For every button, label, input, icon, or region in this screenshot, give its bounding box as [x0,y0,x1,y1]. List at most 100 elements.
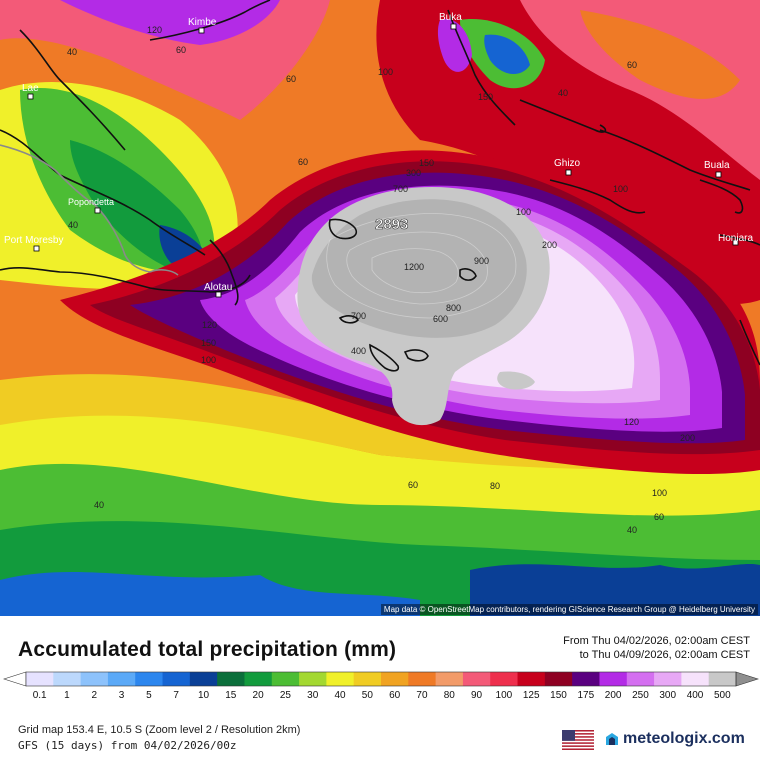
legend-low-arrow [3,671,27,687]
legend-swatch [353,672,382,686]
legend-swatch [326,672,355,686]
legend-tick-label: 0.1 [33,690,47,701]
city-alotau[interactable]: Alotau [204,282,232,298]
legend-tick-label: 250 [632,690,649,701]
city-label: Buka [439,12,462,23]
contour-label: 40 [558,88,568,98]
contour-label: 300 [406,168,421,178]
contour-label: 40 [94,500,104,510]
city-honiara[interactable]: Honiara [718,233,753,246]
legend-tick-label: 175 [577,690,594,701]
contour-label: 900 [474,256,489,266]
legend-tick-label: 80 [444,690,456,701]
city-markers: Kimbe Buka Lae Ghizo Buala Popondetta Ho… [4,12,753,298]
contour-label: 60 [176,45,186,55]
legend-swatch [599,672,628,686]
legend-tick-label: 70 [416,690,428,701]
legend-tick-label: 5 [146,690,152,701]
max-value-label: 2893 [375,216,408,233]
legend-swatch [135,672,164,686]
contour-label: 60 [286,74,296,84]
city-label: Alotau [204,282,232,293]
city-buala[interactable]: Buala [704,160,730,178]
contour-label: 40 [627,525,637,535]
legend-swatch [244,672,273,686]
legend-tick-label: 150 [550,690,567,701]
legend-swatch [80,672,109,686]
page-title: Accumulated total precipitation (mm) [18,638,397,661]
city-label: Popondetta [68,197,114,207]
legend-swatch [435,672,464,686]
contour-label: 60 [627,60,637,70]
city-buka[interactable]: Buka [439,12,462,30]
field-south-blue [0,571,420,616]
us-flag-icon[interactable] [562,730,594,750]
legend-swatch [517,672,546,686]
precipitation-map[interactable]: Kimbe Buka Lae Ghizo Buala Popondetta Ho… [0,0,760,616]
legend-swatch [53,672,82,686]
legend-tick-label: 1 [64,690,70,701]
city-label: Kimbe [188,17,217,28]
meteologix-logo-icon [606,733,618,745]
storm-gray-inner [311,199,527,338]
contour-label: 120 [624,417,639,427]
contour-label: 100 [201,355,216,365]
city-ghizo[interactable]: Ghizo [554,158,581,176]
contour-label: 700 [351,311,366,321]
legend-tick-label: 3 [119,690,125,701]
legend-tick-label: 25 [280,690,292,701]
contour-label: 700 [393,184,408,194]
field-north-magenta [60,0,280,45]
brand-logo[interactable]: meteologix.com [604,730,745,748]
legend-tick-label: 30 [307,690,319,701]
city-port-moresby[interactable]: Port Moresby [4,235,63,252]
color-scale-legend: 0.1 1 2 3 5 7 10 15 20 25 30 40 50 60 70 80 90 100 125 150 1… [3,671,759,701]
model-run-info: GFS (15 days) from 04/02/2026/00z [18,739,237,752]
city-label: Buala [704,160,730,171]
contour-label: 40 [67,47,77,57]
city-lae[interactable]: Lae [22,83,39,100]
legend-swatch [271,672,300,686]
legend-swatch [217,672,245,686]
contour-label: 120 [202,320,217,330]
legend-tick-label: 50 [362,690,374,701]
legend-outline [25,671,737,687]
contour-label: 100 [652,488,667,498]
legend-swatch [708,672,737,686]
contour-label: 40 [68,220,78,230]
city-kimbe[interactable]: Kimbe [188,17,217,34]
legend-swatch [572,672,600,686]
city-popondetta[interactable]: Popondetta [68,197,114,214]
legend-swatch [189,672,218,686]
brand-name: meteologix.com [623,730,745,747]
city-label: Port Moresby [4,235,63,246]
time-range: From Thu 04/02/2026, 02:00am CEST to Thu… [563,634,750,662]
contour-label: 100 [613,184,628,194]
legend-tick-label: 90 [471,690,483,701]
contour-labels: 120 60 40 100 60 60 150 40 100 60 300 70… [67,25,695,535]
legend-swatch [462,672,491,686]
range-from: From Thu 04/02/2026, 02:00am CEST [563,635,750,647]
legend-tick-label: 125 [523,690,540,701]
legend-tick-label: 20 [253,690,265,701]
contour-label: 60 [654,512,664,522]
contour-label: 150 [419,158,434,168]
contour-label: 600 [433,314,448,324]
city-label: Ghizo [554,158,581,169]
contour-label: 100 [516,207,531,217]
field-south-blue-east [470,563,760,616]
map-attribution[interactable]: Map data © OpenStreetMap contributors, r… [380,604,758,615]
legend-tick-label: 2 [91,690,97,701]
contour-label: 200 [542,240,557,250]
contour-label: 800 [446,303,461,313]
contour-label: 150 [201,338,216,348]
contour-label: 200 [680,433,695,443]
city-label: Honiara [718,233,753,244]
contour-lines [326,213,517,319]
range-to: to Thu 04/09/2026, 02:00am CEST [579,649,750,661]
legend-swatch [299,672,327,686]
legend-swatch [681,672,710,686]
contour-label: 100 [378,67,393,77]
legend-high-arrow [735,671,759,687]
legend-tick-label: 10 [198,690,210,701]
